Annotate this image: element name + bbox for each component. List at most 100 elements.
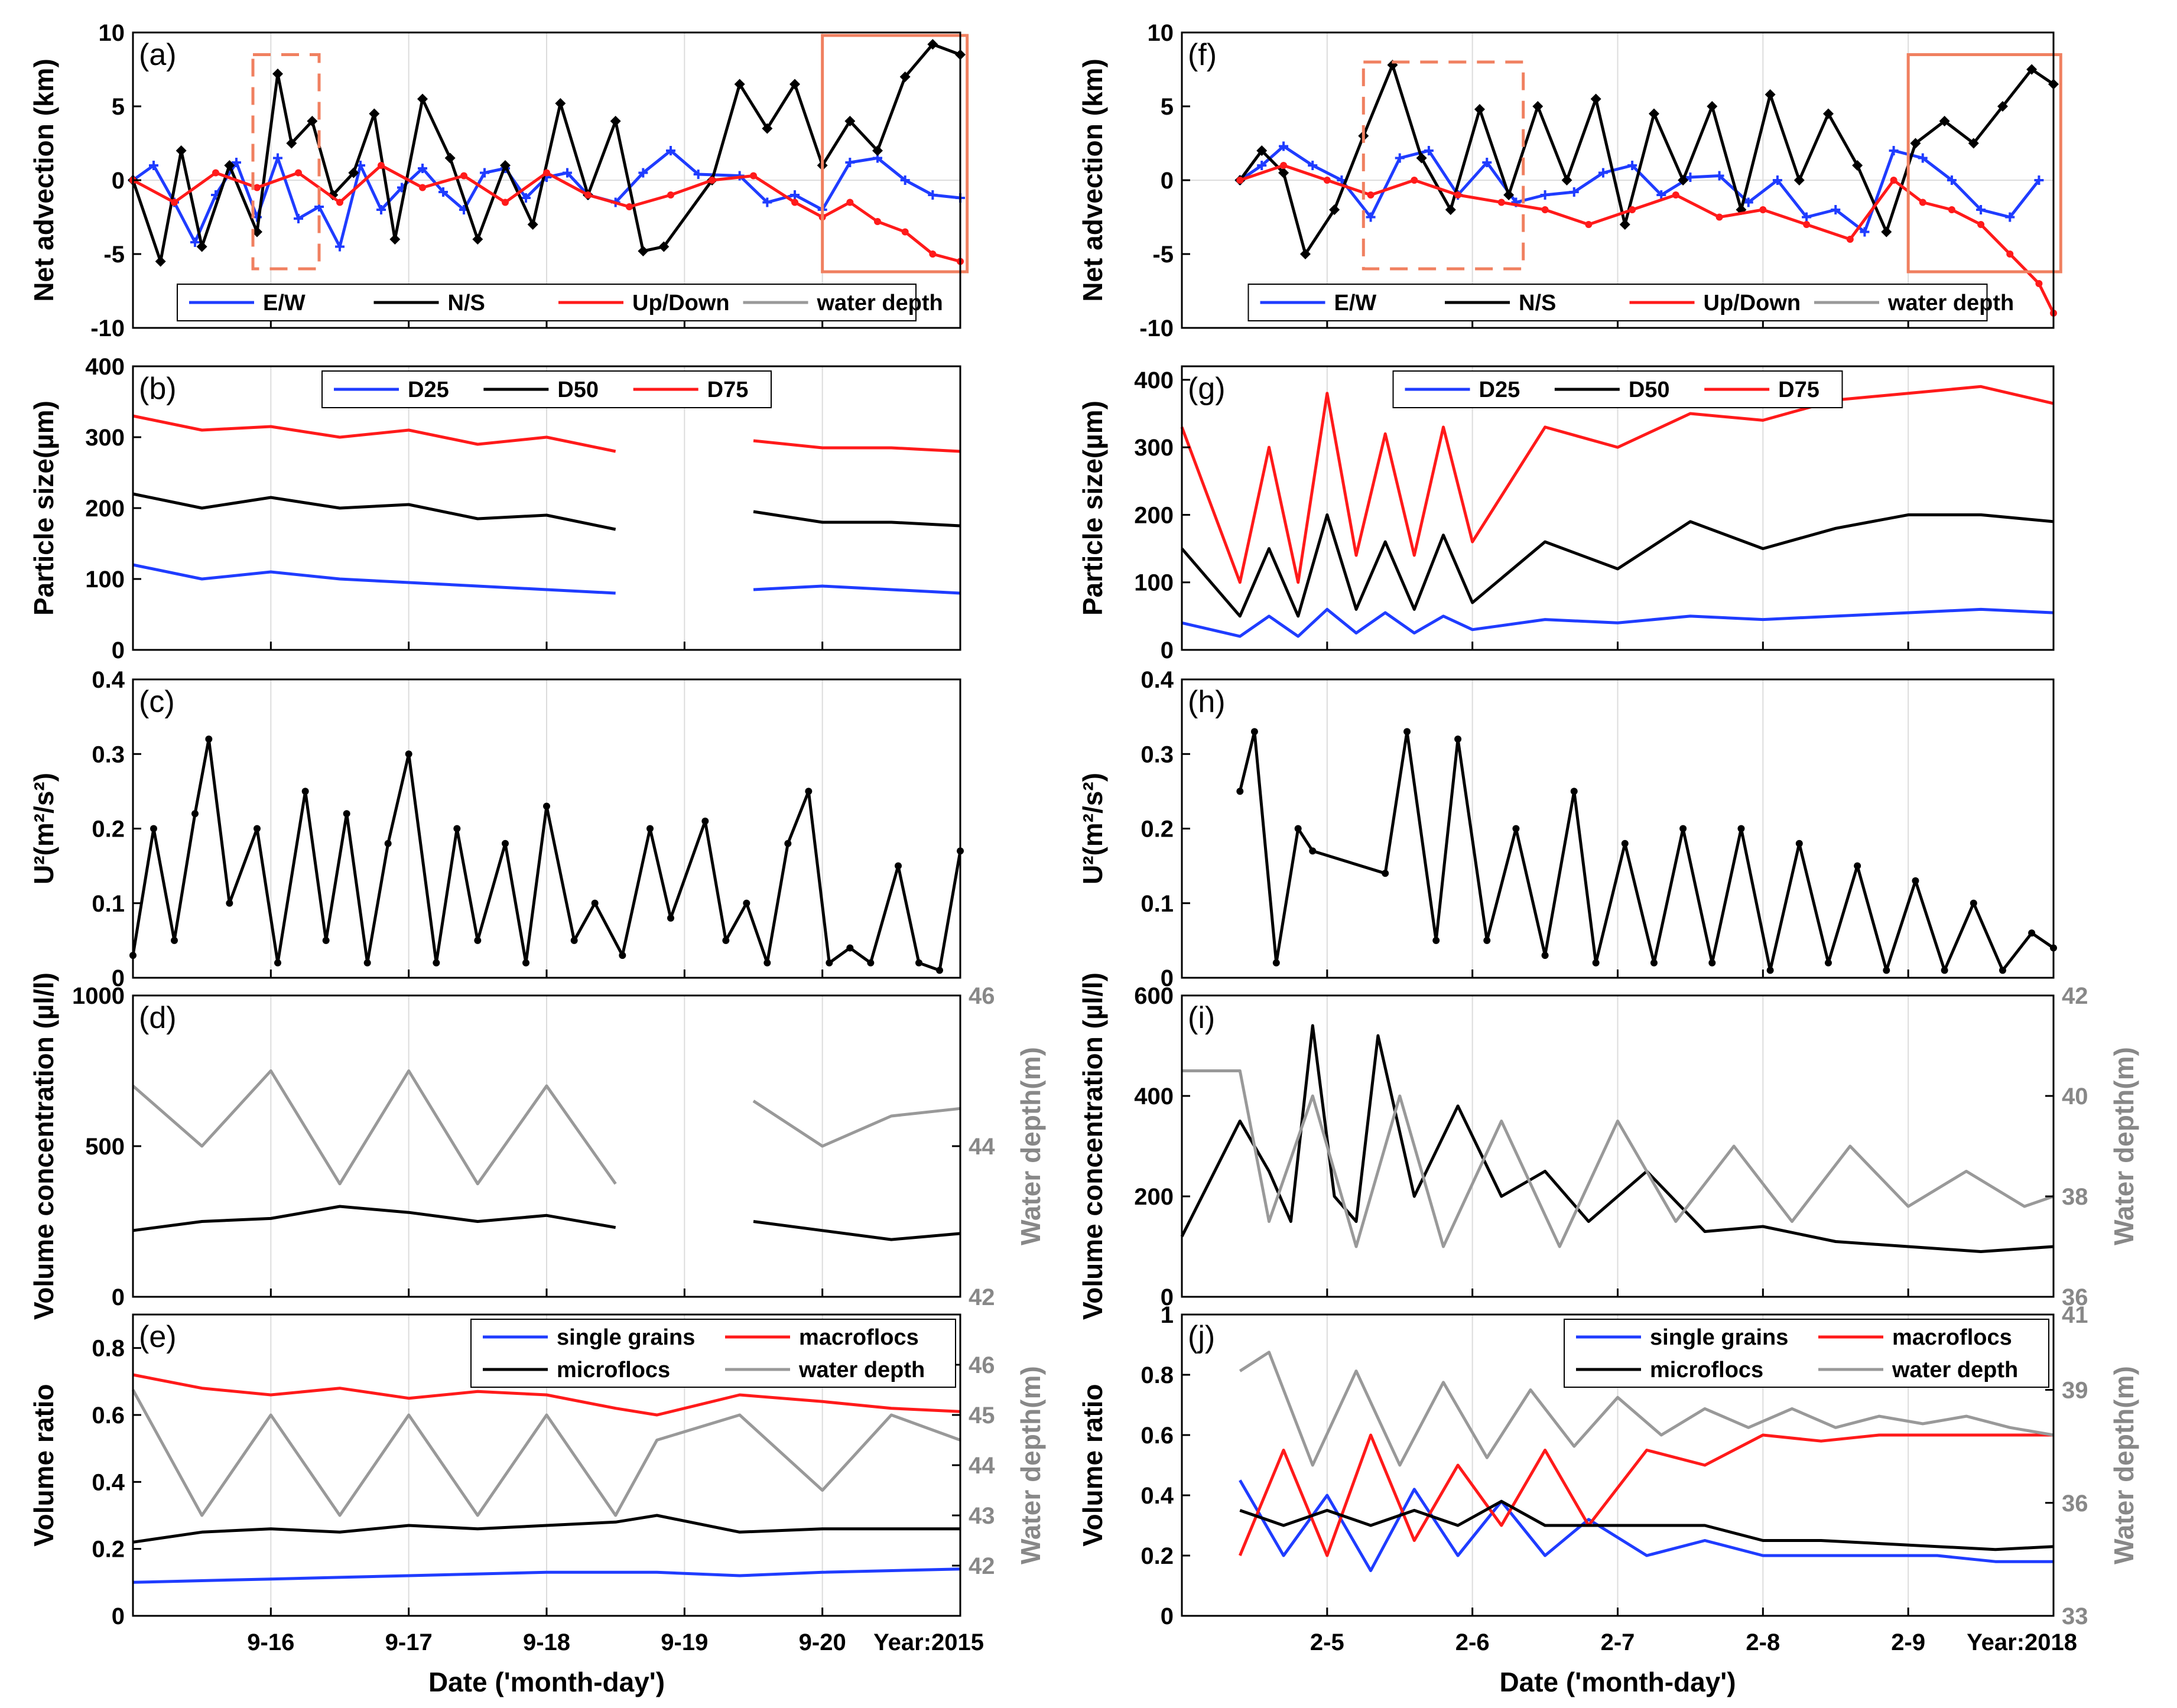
data-point (1272, 959, 1280, 967)
data-point (805, 788, 813, 795)
y-tick-label: 200 (1134, 502, 1174, 528)
y2-tick-label: 41 (2062, 1302, 2088, 1328)
data-point (527, 219, 538, 230)
data-point (1679, 825, 1687, 832)
y-tick-label: 200 (85, 496, 125, 522)
data-point (1941, 967, 1948, 974)
data-point (226, 899, 233, 907)
data-point (171, 936, 178, 944)
y-tick-label: 1 (1161, 1302, 1174, 1328)
data-point (543, 802, 550, 810)
data-point (638, 246, 649, 256)
panel-label: (e) (139, 1320, 177, 1354)
y-tick-label: 0.6 (1141, 1423, 1174, 1449)
y2-axis-label: Water depth(m) (2108, 1047, 2139, 1245)
y-tick-label: 300 (1134, 435, 1174, 461)
data-point (1329, 204, 1340, 215)
data-point (701, 817, 709, 825)
series-line-water-depth (1239, 1351, 2054, 1467)
year-label: Year:2015 (873, 1629, 984, 1655)
data-point (1970, 899, 1977, 907)
y-tick-label: -10 (1139, 315, 1174, 341)
series-line-single-grains (1239, 1479, 2053, 1572)
data-point (900, 175, 910, 185)
data-point (453, 825, 461, 832)
y-tick-label: -5 (1152, 242, 1174, 268)
data-point (1256, 145, 1268, 156)
x-tick-label: 9-16 (247, 1629, 294, 1655)
legend-label: single grains (1650, 1325, 1788, 1350)
data-point (1503, 190, 1515, 200)
data-point (1743, 197, 1753, 207)
data-point (1883, 967, 1890, 974)
data-point (1889, 146, 1899, 155)
panel-label: (h) (1188, 685, 1226, 719)
x-tick-label: 2-5 (1310, 1629, 1344, 1655)
data-point (667, 915, 674, 922)
y-tick-label: 400 (1134, 367, 1174, 393)
data-point (522, 959, 529, 967)
panel-label: (b) (139, 372, 177, 406)
y-tick-label: 0 (112, 1284, 125, 1310)
data-point (1890, 177, 1897, 184)
data-point (1860, 227, 1870, 237)
data-point (872, 145, 883, 156)
panel-label: (a) (139, 38, 177, 72)
legend-box (470, 1319, 956, 1388)
data-point (343, 810, 350, 818)
data-point (929, 250, 937, 258)
data-point (1540, 190, 1550, 200)
y-tick-label: 0 (1161, 168, 1174, 194)
data-point (500, 160, 511, 171)
y-tick-label: 1000 (72, 983, 125, 1009)
data-point (433, 959, 440, 967)
data-point (1976, 205, 1986, 214)
x-tick-label: 2-9 (1891, 1629, 1925, 1655)
data-point (502, 199, 509, 206)
data-point (1852, 160, 1863, 171)
data-point (1367, 191, 1375, 199)
year-label: Year:2018 (1967, 1629, 2077, 1655)
data-point (171, 199, 178, 206)
y-tick-label: 0 (1161, 637, 1174, 663)
data-point (1822, 108, 1834, 119)
data-point (155, 256, 166, 267)
series-line-u2 (131, 737, 962, 972)
data-point (336, 199, 343, 206)
x-tick-label: 2-8 (1746, 1629, 1780, 1655)
data-point (1802, 212, 1812, 222)
legend-box (1564, 1319, 2049, 1388)
data-point (584, 191, 592, 199)
data-point (826, 959, 833, 967)
data-point (196, 241, 207, 252)
data-point (762, 123, 773, 134)
data-point (1977, 221, 1985, 228)
legend-label: D50 (1629, 378, 1670, 402)
data-point (734, 79, 745, 90)
data-point (1918, 153, 1928, 163)
data-point (846, 944, 854, 952)
legend-label: D75 (707, 378, 749, 402)
series-line-water-depth (131, 1389, 961, 1517)
data-point (1831, 205, 1841, 214)
data-point (1912, 877, 1919, 884)
y-axis-label: Net advection (km) (28, 58, 59, 302)
data-point (2005, 212, 2015, 222)
data-point (1308, 161, 1318, 170)
data-point (555, 98, 566, 109)
data-point (502, 840, 509, 847)
y-tick-label: 0.2 (1141, 816, 1174, 842)
y-tick-label: 200 (1134, 1184, 1174, 1210)
data-point (1482, 158, 1492, 167)
data-point (845, 158, 855, 167)
y-tick-label: 100 (85, 567, 125, 593)
panel-label: (d) (139, 1001, 177, 1035)
x-axis-label: Date ('month-day') (1499, 1667, 1736, 1697)
data-point (1454, 191, 1462, 199)
series-line-n-s (1239, 63, 2055, 256)
data-point (1766, 967, 1774, 974)
data-point (1512, 825, 1520, 832)
panel-f: -10 -5 0 5 10 Net advection (km) (f) E/W N/S Up/D… (1077, 20, 2062, 341)
data-point (658, 241, 670, 252)
data-point (472, 234, 483, 245)
